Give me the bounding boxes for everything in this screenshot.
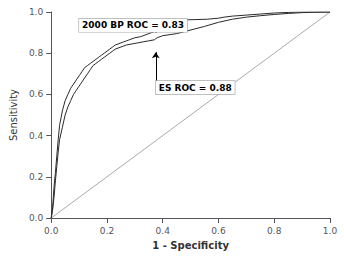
svg-text:0.8: 0.8 <box>29 48 44 58</box>
svg-text:0.4: 0.4 <box>156 226 171 236</box>
svg-text:1 - Specificity: 1 - Specificity <box>152 240 229 251</box>
svg-text:0.4: 0.4 <box>29 131 44 141</box>
svg-text:Sensitivity: Sensitivity <box>8 89 19 141</box>
svg-text:0.2: 0.2 <box>29 172 43 182</box>
svg-text:0.6: 0.6 <box>211 226 226 236</box>
svg-text:2000 BP ROC = 0.83: 2000 BP ROC = 0.83 <box>82 20 184 30</box>
svg-text:1.0: 1.0 <box>29 7 44 17</box>
svg-text:0.0: 0.0 <box>44 226 59 236</box>
svg-text:0.8: 0.8 <box>267 226 282 236</box>
svg-text:0.0: 0.0 <box>29 213 44 223</box>
svg-text:ES ROC = 0.88: ES ROC = 0.88 <box>159 83 232 93</box>
svg-text:1.0: 1.0 <box>323 226 338 236</box>
svg-text:0.2: 0.2 <box>100 226 114 236</box>
svg-text:0.6: 0.6 <box>29 89 44 99</box>
